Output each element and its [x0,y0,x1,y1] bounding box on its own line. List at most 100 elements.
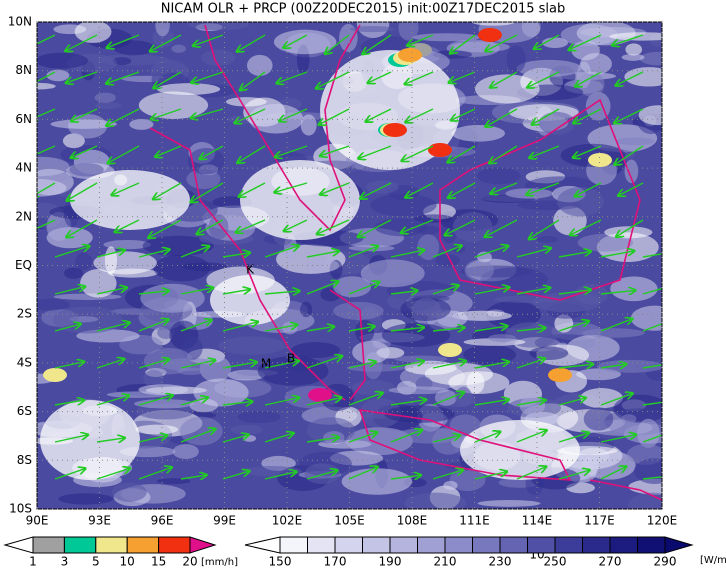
lon-label: 108E [397,514,428,528]
wind-vector [240,71,266,90]
wind-vector [516,467,546,480]
olr-cloud [201,49,236,66]
wind-vector [236,219,266,232]
wind-vector [489,145,518,163]
colorbar-box [32,536,65,554]
olr-cloud [138,91,209,120]
wind-vector [575,71,602,86]
wind-vector [407,34,434,46]
colorbar-label: 3 [61,555,69,569]
olr-cloud [52,306,123,334]
lon-label: 102E [272,514,303,528]
wind-vector [96,396,129,406]
wind-vector [155,145,182,157]
olr-cloud [291,342,341,359]
coastline [589,479,662,501]
colorbar-box [95,536,128,554]
wind-vector [317,219,350,234]
wind-vector [600,251,634,258]
wind-vector [306,437,339,443]
wind-vector [534,34,560,49]
wind-vector [348,362,375,369]
colorbar-label: 20 [182,555,197,569]
olr-cloud [451,125,505,142]
wind-vector [474,326,507,332]
colorbar-box [417,536,446,554]
wind-vector [54,362,84,369]
olr-cloud [413,214,454,223]
wind-vector [401,219,434,233]
wind-vector [570,219,602,235]
wind-vector [406,182,434,197]
wind-vector [279,108,308,121]
olr-cloud [416,225,441,235]
olr-cloud [604,226,653,239]
wind-vector [222,253,250,257]
wind-vector [615,145,644,165]
colorbar-box [307,536,336,554]
colorbar-end [189,536,217,554]
wind-vector [558,290,591,294]
olr-cloud [75,252,93,271]
olr-cloud [69,162,104,177]
lat-label: 4S [17,355,32,369]
wind-vector [264,246,299,258]
olr-cloud [412,33,481,42]
wind-vector [96,468,130,480]
olr-cloud [516,59,582,77]
colorbar-end [244,536,281,554]
olr-cloud [637,418,660,448]
colorbar-box [444,536,473,554]
olr-cloud [341,468,413,495]
colorbar-label: 1 [29,555,37,569]
lon-label: 105E [334,514,365,528]
wind-vector [558,364,593,368]
olr-cloud [112,57,132,66]
wind-vector [558,321,589,332]
olr-cloud [257,356,329,386]
wind-vector [390,250,424,258]
wind-vector [37,34,56,45]
wind-vector [450,34,476,53]
olr-cloud [135,424,179,435]
colorbar-label: 210 [434,555,457,569]
olr-cloud [282,321,298,335]
wind-vector [138,395,173,406]
olr-cloud [639,51,662,66]
wind-vector [406,108,434,122]
precip-cell [428,143,452,157]
wind-vector [320,145,350,156]
wind-vector [191,71,224,83]
wind-vector [642,476,662,480]
coastline [329,289,366,401]
olr-cloud [333,301,384,320]
colorbar-box [126,536,160,554]
colorbar-label: 170 [324,555,347,569]
wind-vector [474,287,509,295]
olr-unit: [W/m^2] [700,555,726,566]
olr-cloud [580,388,623,409]
wind-vector [516,328,545,331]
wind-vector [432,361,466,369]
wind-vector [96,323,129,332]
wind-vector [108,145,140,163]
wind-vector [451,108,476,120]
olr-cloud [70,170,190,230]
coastline [358,409,572,481]
wind-vector [516,359,545,369]
wind-vector [390,430,422,443]
olr-cloud [155,22,170,37]
wind-vector [642,434,662,443]
wind-vector [275,182,308,192]
wind-vector [222,471,249,480]
wind-vector [306,398,341,406]
olr-cloud [536,236,558,243]
wind-vector [573,108,602,123]
colorbar-box [362,536,391,554]
wind-vector [306,470,337,480]
colorbar-box [637,536,666,554]
wind-vector [432,470,463,480]
colorbar-label: 5 [92,555,100,569]
wind-vector [600,467,626,480]
lon-label: 117E [584,514,615,528]
